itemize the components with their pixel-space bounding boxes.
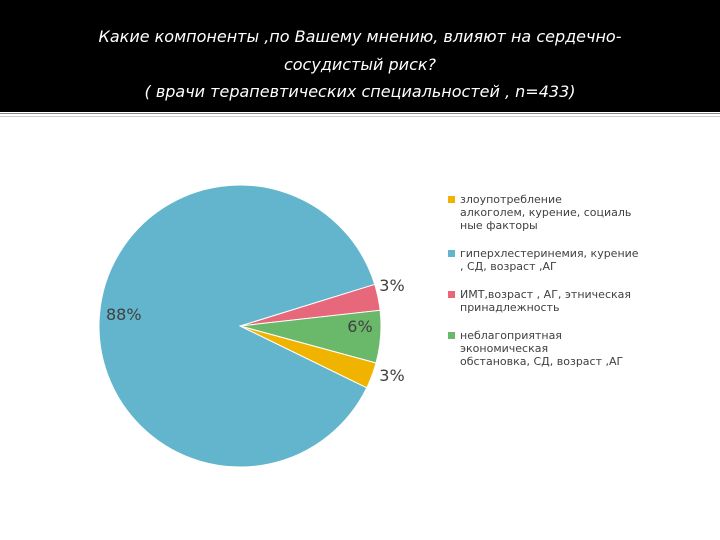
slide-title-line-1: Какие компоненты ,по Вашему мнению, влия… bbox=[98, 27, 622, 46]
pie-slice bbox=[98, 184, 376, 468]
legend-label: ИМТ,возраст , АГ, этническая принадлежно… bbox=[460, 288, 631, 314]
legend-label: гиперхлестеринемия, курение , СД, возрас… bbox=[460, 247, 639, 273]
chart-legend: злоупотребление алкоголем, курение, соци… bbox=[448, 193, 668, 383]
legend-item: ИМТ,возраст , АГ, этническая принадлежно… bbox=[448, 288, 668, 314]
pie-data-label: 6% bbox=[347, 317, 372, 336]
slide-subtitle: ( врачи терапевтических специальностей ,… bbox=[144, 82, 576, 101]
header-divider bbox=[0, 113, 720, 117]
legend-item: неблагоприятная экономическая обстановка… bbox=[448, 329, 668, 368]
pie-data-label: 88% bbox=[106, 305, 142, 324]
legend-item: гиперхлестеринемия, курение , СД, возрас… bbox=[448, 247, 668, 273]
slide-header: Какие компоненты ,по Вашему мнению, влия… bbox=[0, 0, 720, 112]
legend-swatch bbox=[448, 332, 455, 339]
legend-swatch bbox=[448, 196, 455, 203]
legend-label: неблагоприятная экономическая обстановка… bbox=[460, 329, 624, 368]
legend-swatch bbox=[448, 291, 455, 298]
legend-label: злоупотребление алкоголем, курение, соци… bbox=[460, 193, 632, 232]
slide-title-line-2: сосудистый риск? bbox=[283, 55, 437, 74]
pie-data-label: 3% bbox=[379, 366, 404, 385]
legend-item: злоупотребление алкоголем, курение, соци… bbox=[448, 193, 668, 232]
pie-data-label: 3% bbox=[379, 276, 404, 295]
legend-swatch bbox=[448, 250, 455, 257]
